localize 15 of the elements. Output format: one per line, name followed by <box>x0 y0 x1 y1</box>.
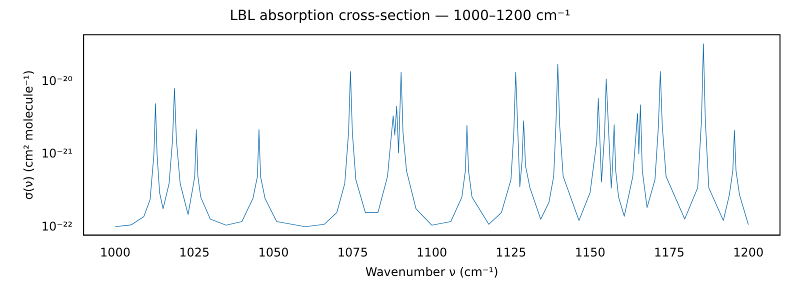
y-tick-label: 10⁻²⁰ <box>41 74 73 88</box>
y-axis-title: σ(ν) (cm² molecule⁻¹) <box>21 70 36 200</box>
x-tick-label: 1200 <box>733 246 764 260</box>
x-tick-label: 1175 <box>654 246 684 260</box>
x-tick-label: 1100 <box>416 246 448 260</box>
x-tick-label: 1125 <box>496 246 526 260</box>
y-tick-label: 10⁻²² <box>41 219 73 234</box>
x-tick-label: 1150 <box>574 246 606 260</box>
x-tick-label: 1075 <box>337 246 368 260</box>
x-tick-label: 1050 <box>258 246 289 260</box>
chart-title: LBL absorption cross-section — 1000–1200 cm⁻¹ <box>230 8 570 24</box>
y-tick-label: 10⁻²¹ <box>41 146 73 161</box>
x-tick-label: 1000 <box>100 246 131 260</box>
x-tick-label: 1025 <box>179 246 210 260</box>
x-axis-title: Wavenumber ν (cm⁻¹) <box>365 264 498 279</box>
